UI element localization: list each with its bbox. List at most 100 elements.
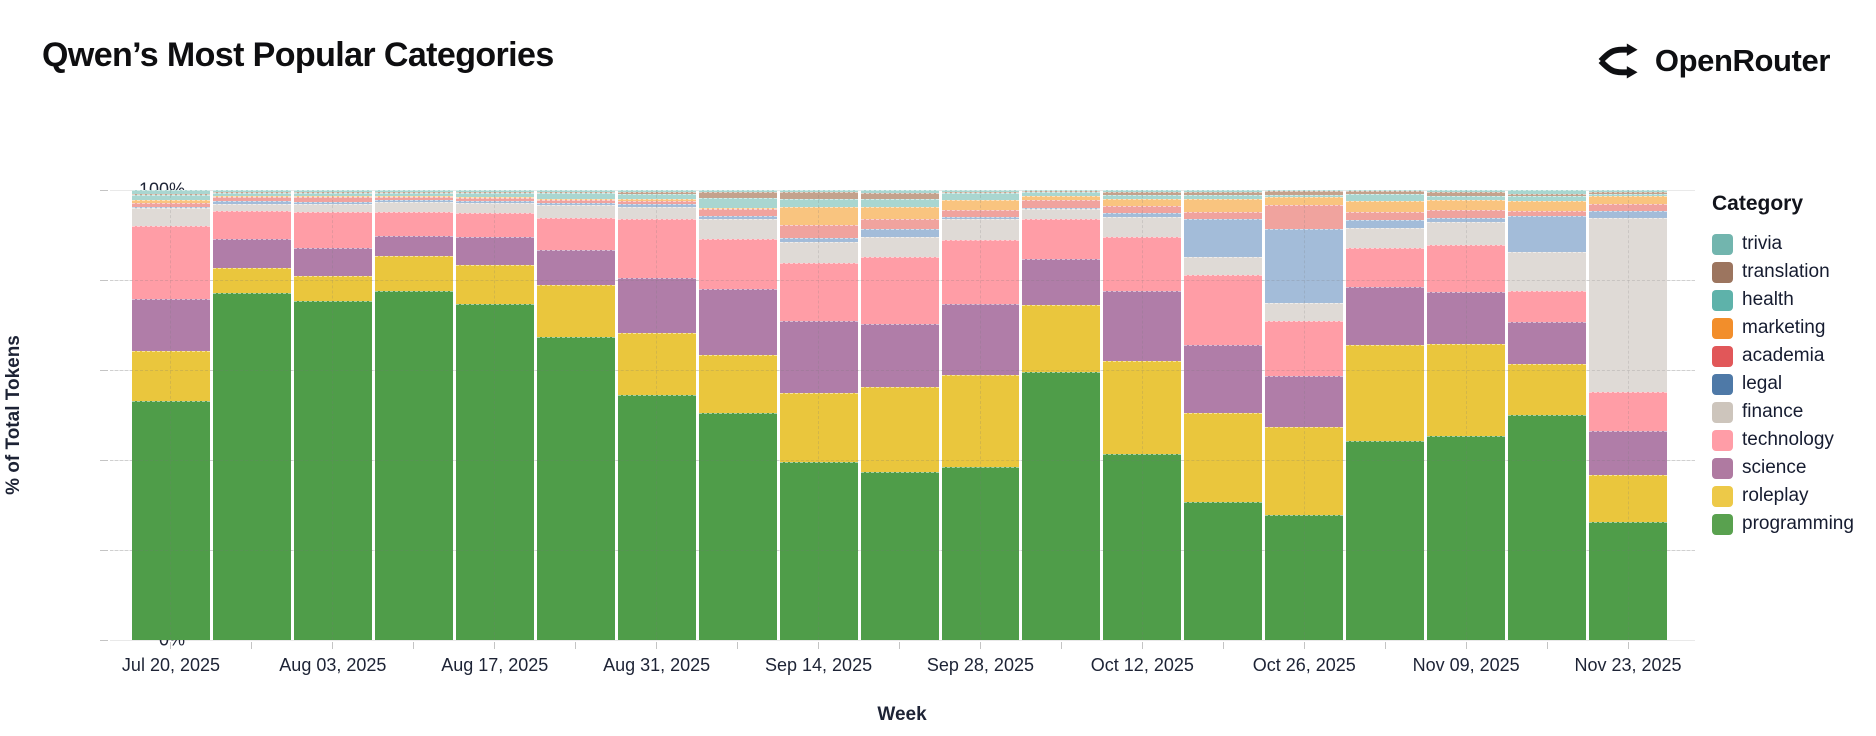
bar-segment-trivia[interactable]	[1265, 190, 1344, 192]
bar-segment-technology[interactable]	[1427, 244, 1506, 293]
bar-segment-academia[interactable]	[941, 209, 1020, 217]
bar-segment-legal[interactable]	[941, 216, 1020, 220]
legend-item-technology[interactable]: technology	[1712, 426, 1872, 454]
bar-segment-trivia[interactable]	[1589, 190, 1668, 192]
bar-segment-academia[interactable]	[1427, 209, 1506, 218]
bar-segment-translation[interactable]	[1265, 191, 1344, 196]
bar-segment-trivia[interactable]	[132, 190, 210, 195]
bar-segment-translation[interactable]	[698, 191, 777, 198]
bar-segment-health[interactable]	[1346, 194, 1425, 202]
bar-segment-health[interactable]	[1103, 194, 1182, 200]
bar-segment-technology[interactable]	[1346, 247, 1425, 288]
bar-segment-technology[interactable]	[941, 239, 1020, 305]
bar-segment-roleplay[interactable]	[293, 275, 372, 302]
bar-segment-health[interactable]	[132, 195, 210, 201]
bar-segment-roleplay[interactable]	[941, 374, 1020, 467]
bar-segment-programming[interactable]	[212, 292, 291, 640]
bar-segment-finance[interactable]	[1022, 209, 1101, 220]
bar-segment-programming[interactable]	[536, 337, 615, 640]
bar-segment-academia[interactable]	[779, 224, 858, 239]
bar-segment-trivia[interactable]	[1346, 190, 1425, 192]
bar-segment-legal[interactable]	[374, 200, 453, 203]
bar-segment-finance[interactable]	[1346, 228, 1425, 248]
bar-segment-roleplay[interactable]	[1103, 360, 1182, 455]
bar-segment-marketing[interactable]	[1103, 199, 1182, 206]
bar-segment-trivia[interactable]	[617, 190, 696, 193]
bar-segment-technology[interactable]	[212, 210, 291, 240]
bar-segment-health[interactable]	[1022, 192, 1101, 196]
bar-segment-academia[interactable]	[698, 209, 777, 217]
bar-segment-legal[interactable]	[1346, 220, 1425, 229]
bar-segment-science[interactable]	[293, 248, 372, 276]
bar-segment-science[interactable]	[455, 237, 534, 265]
bar-segment-science[interactable]	[536, 249, 615, 285]
bar-segment-marketing[interactable]	[1022, 195, 1101, 201]
bar-segment-finance[interactable]	[1508, 252, 1587, 292]
bar-segment-marketing[interactable]	[1508, 200, 1587, 211]
bar-segment-academia[interactable]	[1508, 210, 1587, 217]
bar-segment-legal[interactable]	[1265, 228, 1344, 304]
bar-segment-marketing[interactable]	[1589, 196, 1668, 205]
bar-segment-health[interactable]	[1589, 194, 1668, 197]
bar-segment-technology[interactable]	[132, 226, 210, 300]
bar-segment-finance[interactable]	[1427, 222, 1506, 245]
bar-segment-roleplay[interactable]	[779, 393, 858, 462]
bar-segment-science[interactable]	[1346, 287, 1425, 346]
bar-segment-academia[interactable]	[293, 197, 372, 202]
bar-segment-translation[interactable]	[617, 192, 696, 195]
bar-segment-health[interactable]	[779, 199, 858, 207]
bar-segment-science[interactable]	[860, 323, 939, 388]
bar-segment-trivia[interactable]	[374, 190, 453, 192]
bar-segment-programming[interactable]	[1265, 514, 1344, 640]
bar-segment-trivia[interactable]	[779, 190, 858, 192]
bar-segment-marketing[interactable]	[1184, 199, 1263, 212]
bar-segment-technology[interactable]	[374, 211, 453, 236]
bar-segment-legal[interactable]	[1022, 208, 1101, 210]
bar-segment-legal[interactable]	[536, 203, 615, 205]
bar-segment-translation[interactable]	[941, 191, 1020, 194]
bar-segment-technology[interactable]	[779, 262, 858, 321]
bar-segment-programming[interactable]	[1346, 441, 1425, 640]
bar-segment-finance[interactable]	[536, 204, 615, 219]
bar-segment-marketing[interactable]	[1346, 201, 1425, 213]
bar-segment-health[interactable]	[1265, 195, 1344, 198]
bar-segment-finance[interactable]	[374, 202, 453, 212]
bar-segment-finance[interactable]	[1265, 303, 1344, 321]
bar-segment-legal[interactable]	[132, 207, 210, 209]
bar-segment-health[interactable]	[860, 198, 939, 207]
bar-segment-academia[interactable]	[1265, 205, 1344, 229]
bar-segment-trivia[interactable]	[293, 189, 372, 192]
bar-segment-marketing[interactable]	[212, 196, 291, 198]
bar-segment-science[interactable]	[132, 299, 210, 352]
bar-segment-trivia[interactable]	[860, 190, 939, 194]
bar-segment-legal[interactable]	[1589, 211, 1668, 218]
bar-segment-roleplay[interactable]	[374, 255, 453, 292]
bar-segment-trivia[interactable]	[1103, 190, 1182, 192]
bar-segment-roleplay[interactable]	[1265, 426, 1344, 515]
bar-segment-programming[interactable]	[860, 471, 939, 640]
bar-segment-marketing[interactable]	[374, 196, 453, 198]
bar-segment-science[interactable]	[779, 320, 858, 394]
legend-item-programming[interactable]: programming	[1712, 510, 1872, 538]
bar-segment-translation[interactable]	[1184, 191, 1263, 195]
bar-segment-finance[interactable]	[455, 203, 534, 214]
bar-segment-trivia[interactable]	[1184, 190, 1263, 192]
bar-segment-finance[interactable]	[941, 219, 1020, 240]
bar-segment-academia[interactable]	[1022, 200, 1101, 209]
bar-segment-marketing[interactable]	[941, 199, 1020, 210]
bar-segment-translation[interactable]	[1589, 191, 1668, 195]
bar-segment-academia[interactable]	[536, 200, 615, 204]
bar-segment-finance[interactable]	[1184, 256, 1263, 275]
bar-segment-science[interactable]	[1427, 292, 1506, 344]
bar-segment-academia[interactable]	[132, 202, 210, 208]
bar-segment-technology[interactable]	[1589, 392, 1668, 432]
bar-segment-marketing[interactable]	[293, 195, 372, 198]
bar-segment-translation[interactable]	[536, 191, 615, 194]
bar-segment-trivia[interactable]	[1508, 190, 1587, 194]
bar-segment-health[interactable]	[212, 192, 291, 197]
bar-segment-translation[interactable]	[1103, 191, 1182, 195]
bar-segment-science[interactable]	[1589, 431, 1668, 476]
openrouter-logo[interactable]: OpenRouter	[1595, 38, 1830, 84]
bar-segment-programming[interactable]	[1184, 501, 1263, 640]
bar-segment-technology[interactable]	[1022, 219, 1101, 260]
